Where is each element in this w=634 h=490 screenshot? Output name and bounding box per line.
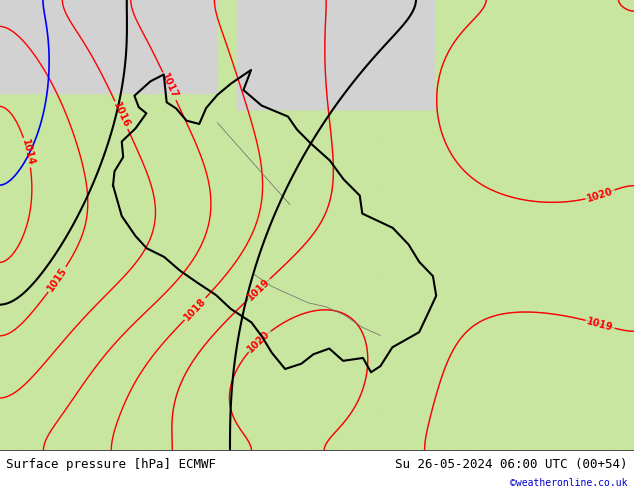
Text: 1020: 1020 bbox=[586, 186, 614, 204]
Text: 1019: 1019 bbox=[245, 276, 272, 302]
Text: 1017: 1017 bbox=[159, 72, 179, 100]
Text: 1014: 1014 bbox=[20, 138, 36, 167]
Text: 1016: 1016 bbox=[111, 101, 131, 129]
Text: 1020: 1020 bbox=[246, 328, 273, 354]
Text: 1015: 1015 bbox=[46, 266, 69, 294]
Text: ©weatheronline.co.uk: ©weatheronline.co.uk bbox=[510, 478, 628, 488]
Text: 1019: 1019 bbox=[586, 316, 614, 333]
Text: 1018: 1018 bbox=[182, 295, 208, 322]
Text: Surface pressure [hPa] ECMWF: Surface pressure [hPa] ECMWF bbox=[6, 458, 216, 470]
Text: Su 26-05-2024 06:00 UTC (00+54): Su 26-05-2024 06:00 UTC (00+54) bbox=[395, 458, 628, 470]
